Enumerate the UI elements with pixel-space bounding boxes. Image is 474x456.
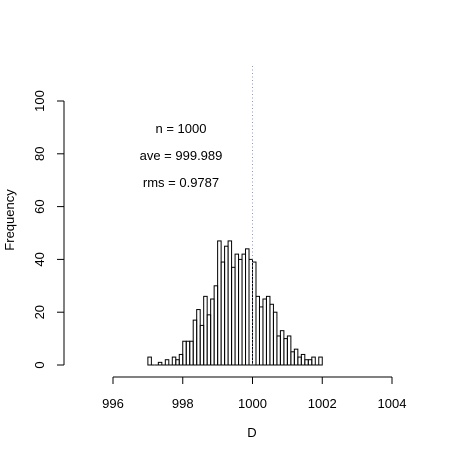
histogram-bar <box>206 314 212 366</box>
histogram-bar <box>203 295 208 366</box>
histogram-bar <box>276 335 281 366</box>
histogram-bar <box>283 338 288 366</box>
histogram-bar <box>252 261 257 366</box>
histogram-bar <box>311 356 316 366</box>
x-tick-label: 1004 <box>378 396 407 411</box>
y-tick-label: 80 <box>32 147 47 161</box>
histogram-bar <box>262 298 267 366</box>
annotation-rms: rms = 0.9787 <box>143 175 219 190</box>
histogram-bar <box>217 240 222 366</box>
histogram-bar <box>185 340 191 366</box>
histogram-bar <box>192 319 198 366</box>
histogram-bar <box>290 351 295 366</box>
histogram-bar <box>248 258 253 366</box>
histogram-bar <box>238 258 243 366</box>
histogram-bar <box>189 340 194 366</box>
histogram-bars <box>147 240 323 366</box>
histogram-bar <box>304 359 309 366</box>
y-tick-label: 100 <box>32 90 47 112</box>
annotation-n: n = 1000 <box>156 121 207 136</box>
histogram-bar <box>269 303 274 366</box>
y-tick-label: 20 <box>32 305 47 319</box>
y-axis-label: Frequency <box>2 189 17 251</box>
histogram-bar <box>245 248 250 366</box>
x-axis-label: D <box>247 425 256 440</box>
histogram-bar <box>178 353 184 366</box>
histogram-bar <box>227 240 233 366</box>
y-tick-label: 60 <box>32 199 47 213</box>
histogram-bar <box>182 340 187 366</box>
histogram-bar <box>258 306 264 366</box>
histogram-bar <box>279 330 285 366</box>
histogram-bar <box>307 359 313 366</box>
histogram-bar <box>199 324 205 366</box>
histogram-bar <box>272 311 278 366</box>
y-axis: 0 20 40 60 80 100 <box>32 90 65 369</box>
histogram-bar <box>210 298 215 366</box>
histogram-bar <box>147 356 152 366</box>
histogram-bar <box>196 309 201 366</box>
x-tick-label: 996 <box>102 396 124 411</box>
x-tick-label: 998 <box>172 396 194 411</box>
x-tick-label: 1002 <box>308 396 337 411</box>
histogram-bar <box>224 245 229 366</box>
histogram-bar <box>164 359 170 366</box>
histogram-bar <box>175 359 180 366</box>
histogram-bar <box>297 356 302 366</box>
histogram-bar <box>286 335 292 366</box>
histogram-bar <box>300 353 306 366</box>
x-axis: 996 998 1000 1002 1004 <box>102 376 407 411</box>
y-tick-label: 0 <box>32 361 47 368</box>
histogram-bar <box>255 295 260 366</box>
histogram-bar <box>171 356 177 366</box>
x-tick-label: 1000 <box>238 396 267 411</box>
histogram-bar <box>241 253 247 366</box>
histogram-bar <box>220 261 226 366</box>
histogram-bar <box>231 266 236 366</box>
histogram-bar <box>265 295 271 366</box>
histogram-bar <box>213 285 219 366</box>
y-tick-label: 40 <box>32 252 47 266</box>
histogram-bar <box>293 348 299 366</box>
histogram-bar <box>234 253 240 366</box>
histogram-bar <box>318 356 323 366</box>
histogram-bar <box>157 361 163 366</box>
annotation-ave: ave = 999.989 <box>140 148 223 163</box>
